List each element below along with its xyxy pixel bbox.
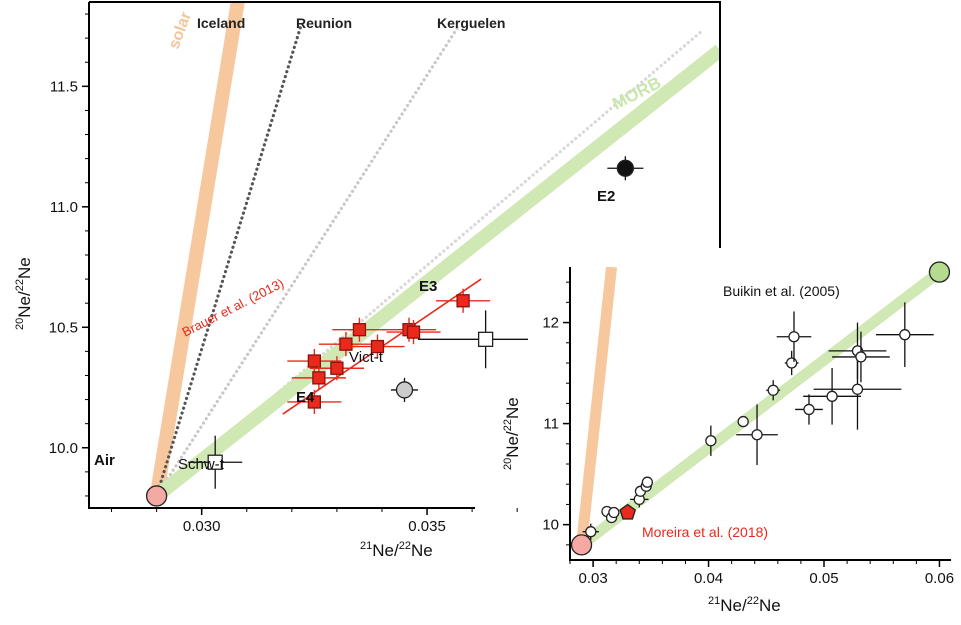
moreira-series-label: Moreira et al. (2018) xyxy=(642,524,768,540)
inset-y-axis-label: 20Ne/22Ne xyxy=(502,397,522,470)
vict-t-data-point xyxy=(477,331,494,347)
brauer-data-point xyxy=(312,371,326,385)
inset-endpoint-marks xyxy=(570,261,951,556)
buikin-data-point xyxy=(826,390,838,402)
main-x-tick-label: 0.035 xyxy=(408,518,446,535)
air-label: Air xyxy=(94,452,115,469)
morb-reference-line xyxy=(152,44,720,502)
brauer-data-point xyxy=(330,361,344,375)
buikin-data-point xyxy=(767,384,779,396)
solar-line-label: solar xyxy=(166,10,195,52)
buikin-data-point xyxy=(737,415,749,428)
main-y-tick-label: 10.5 xyxy=(49,319,78,336)
schw-t-label: Schw-t xyxy=(178,456,225,473)
inset-x-axis-label: 21Ne/22Ne xyxy=(708,595,781,615)
buikin-data-point xyxy=(855,351,867,363)
kerguelen-line-label: Kerguelen xyxy=(437,15,505,31)
main-plot-area xyxy=(145,2,720,507)
moreira-data-point xyxy=(619,503,637,520)
brauer-data-point xyxy=(370,339,385,354)
main-y-tick-label: 11.0 xyxy=(50,199,78,216)
brauer-data-point xyxy=(406,325,421,339)
buikin-data-point xyxy=(803,403,815,416)
brauer-data-point xyxy=(307,395,322,409)
kerguelen-reference-line xyxy=(155,29,704,498)
solar-reference-line xyxy=(576,267,618,546)
inset-plot-area xyxy=(576,267,943,550)
inset-x-tick-label: 0.04 xyxy=(694,570,723,587)
buikin-data-point xyxy=(641,476,654,488)
buikin-data-point xyxy=(851,383,864,395)
inset-y-tick-label: 12 xyxy=(542,315,559,332)
inset-x-tick-label: 0.03 xyxy=(578,570,607,587)
inset-y-tick-label: 10 xyxy=(542,517,559,534)
buikin-series-label: Buikin et al. (2005) xyxy=(723,283,840,299)
inset-x-tick-label: 0.06 xyxy=(925,570,954,587)
inset-ticks: 0.03 0.04 0.05 0.06 10 11 12 xyxy=(542,281,954,587)
iceland-reference-line xyxy=(155,24,303,498)
e4-label: E4 xyxy=(296,389,315,406)
solar-reference-line xyxy=(149,2,245,498)
inset-x-tick-label: 0.05 xyxy=(809,570,838,587)
buikin-data-point xyxy=(608,506,620,519)
buikin-data-point xyxy=(786,357,798,369)
iceland-line-label: Iceland xyxy=(197,15,245,31)
brauer-data-point xyxy=(339,337,353,351)
e4-data-point xyxy=(395,381,414,399)
brauer-data-point xyxy=(456,294,470,308)
inset-panel: 0.03 0.04 0.05 0.06 10 11 12 Buikin et al. (20… xyxy=(502,248,961,620)
e2-data-point xyxy=(616,159,634,177)
main-x-tick-label: 0.030 xyxy=(183,518,221,535)
buikin-data-point xyxy=(705,435,717,447)
buikin-data-point xyxy=(899,329,911,341)
brauer-data-point xyxy=(352,323,367,337)
reunion-reference-line xyxy=(155,24,461,498)
inset-data-marks xyxy=(582,302,934,540)
vict-t-label: Vict-t xyxy=(349,349,384,366)
main-x-axis-label: 21Ne/22Ne xyxy=(360,540,433,560)
inset-y-tick-label: 11 xyxy=(543,416,559,433)
buikin-data-point xyxy=(751,429,763,441)
air-data-point xyxy=(145,485,168,507)
inset-morb-endpoint xyxy=(928,261,951,283)
inset-air-endpoint xyxy=(570,534,593,556)
buikin-data-point xyxy=(788,331,800,343)
main-y-tick-label: 11.5 xyxy=(50,78,78,95)
e2-label: E2 xyxy=(597,188,615,205)
main-data-marks xyxy=(145,156,644,507)
main-reference-lines xyxy=(149,2,720,502)
main-y-tick-label: 10.0 xyxy=(49,440,78,457)
schw-t-data-point xyxy=(207,454,223,470)
main-y-axis-label: 20Ne/22Ne xyxy=(14,257,34,330)
reunion-line-label: Reunion xyxy=(296,15,352,31)
e3-label: E3 xyxy=(419,278,437,295)
brauer-data-point xyxy=(307,354,322,368)
buikin-data-point xyxy=(585,526,597,538)
main-axes-frame xyxy=(88,1,721,509)
